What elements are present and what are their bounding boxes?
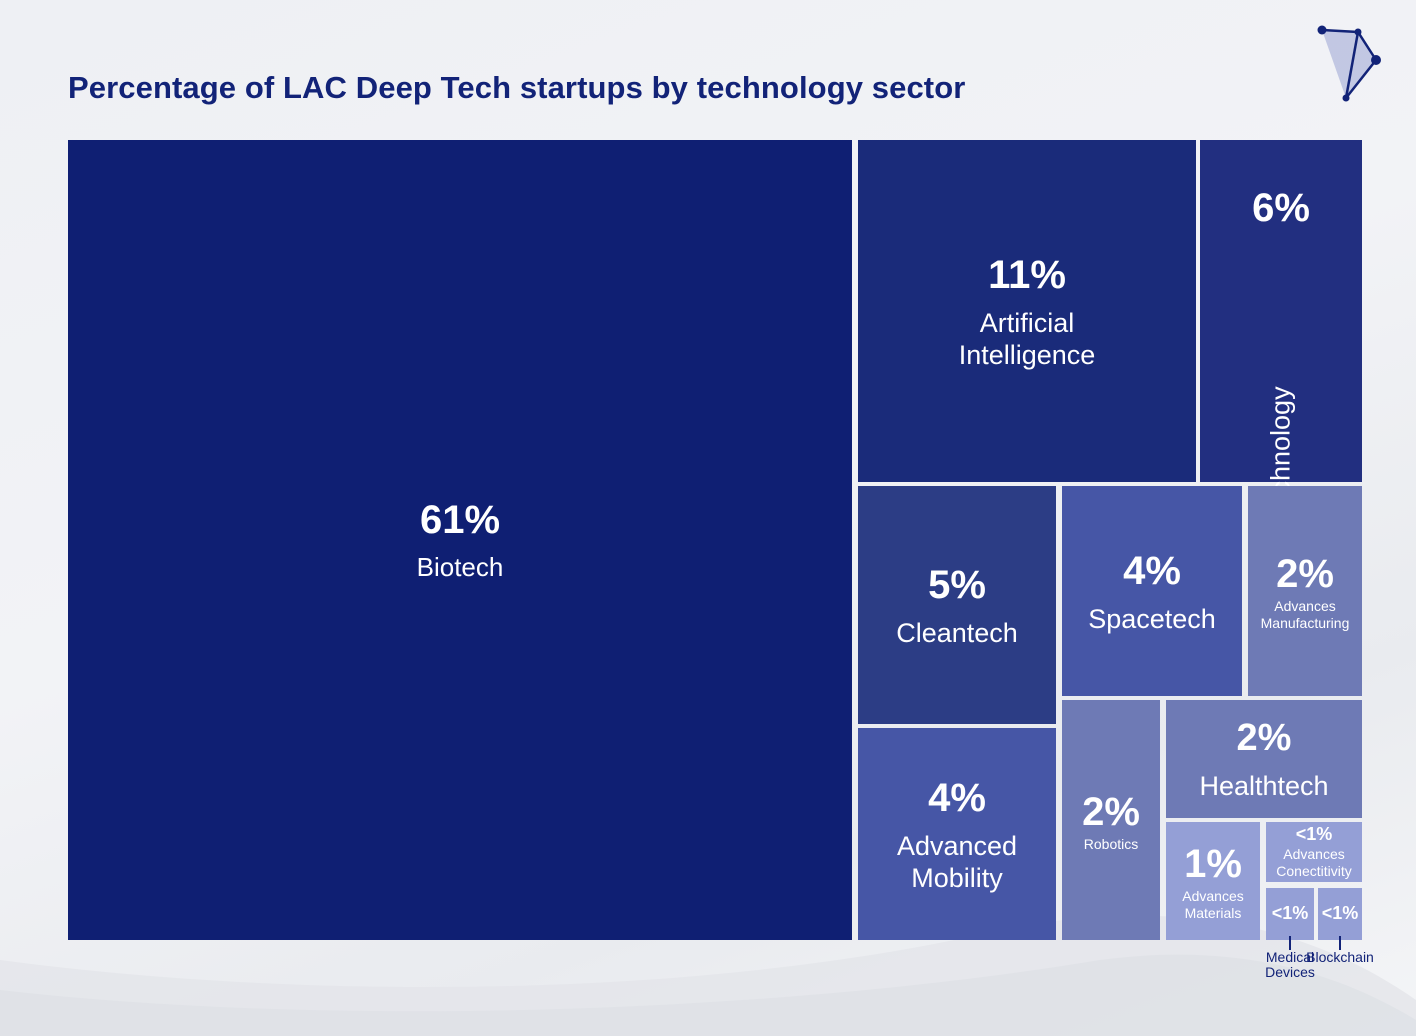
callout-label-blockchain: Blockchain (1306, 949, 1374, 965)
tile-label: Healthtech (1199, 770, 1329, 801)
callout-line (1339, 936, 1341, 950)
treemap-tile-advances-materials: 1% Advances Materials (1166, 822, 1260, 940)
tile-value: 4% (1123, 548, 1181, 593)
tile-label: Advanced Mobility (896, 830, 1018, 893)
tile-label: Advances Manufacturing (1260, 598, 1350, 631)
treemap-tile-advances-manufacturing: 2% Advances Manufacturing (1248, 486, 1362, 696)
tile-value: 61% (419, 498, 501, 543)
tile-value: <1% (1321, 903, 1359, 924)
tile-label: Biotech (416, 552, 504, 583)
tile-label: Robotics (1083, 835, 1139, 852)
treemap-tile-advances-conectitivity: <1% Advances Conectitivity (1266, 822, 1362, 882)
tile-label: Artificial Intelligence (958, 307, 1096, 370)
tile-value: 11% (988, 252, 1066, 297)
callout-line (1289, 936, 1291, 950)
treemap-tile-medical-devices: <1% (1266, 888, 1314, 940)
treemap-tile-blockchain: <1% (1318, 888, 1362, 940)
tile-value: 4% (928, 775, 986, 820)
treemap-tile-spacetech: 4% Spacetech (1062, 486, 1242, 696)
treemap-tile-healthtech: 2% Healthtech (1166, 700, 1362, 818)
callout-label-medical-devices: Medical Devices (1265, 949, 1315, 980)
brand-logo-icon (1317, 25, 1381, 102)
tile-value: 2% (1276, 552, 1334, 597)
tile-value: 6% (1252, 186, 1310, 230)
tile-value: 2% (1236, 717, 1292, 759)
treemap-tile-advanced-mobility: 4% Advanced Mobility (858, 728, 1056, 940)
tile-label: Advances Conectitivity (1276, 846, 1352, 879)
treemap-tile-artificial-intelligence: 11% Artificial Intelligence (858, 140, 1196, 482)
tile-value: 1% (1184, 842, 1242, 887)
treemap-tile-biotech: 61% Biotech (68, 140, 852, 940)
chart-title: Percentage of LAC Deep Tech startups by … (68, 70, 966, 105)
treemap-tile-cleantech: 5% Cleantech (858, 486, 1056, 724)
tile-value: <1% (1271, 903, 1309, 924)
tile-label: Advances Materials (1182, 888, 1244, 921)
tile-value: <1% (1295, 824, 1333, 845)
tile-label: Spacetech (1088, 603, 1216, 634)
tile-value: 2% (1082, 789, 1140, 834)
treemap-tile-robotics: 2% Robotics (1062, 700, 1160, 940)
tile-value: 5% (928, 562, 986, 607)
tile-label: Cleantech (896, 617, 1018, 648)
treemap-tile-nanotechnology: 6% Nanotechnology (1200, 140, 1362, 582)
